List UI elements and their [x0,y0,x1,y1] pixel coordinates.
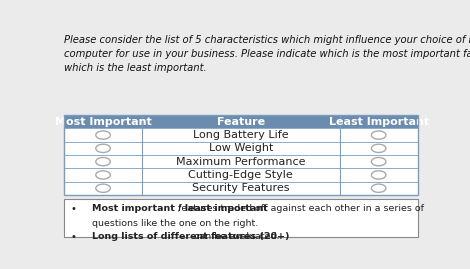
Text: Most important / least important: Most important / least important [92,204,267,213]
Text: Low Weight: Low Weight [209,143,273,153]
FancyBboxPatch shape [64,155,417,168]
Text: Long lists of different features (20+): Long lists of different features (20+) [92,232,289,241]
Text: features traded off against each other in a series of: features traded off against each other i… [175,204,424,213]
Text: Feature: Feature [217,117,265,127]
Text: can be evaluated.: can be evaluated. [191,232,280,241]
FancyBboxPatch shape [64,128,417,142]
Text: •: • [71,232,77,242]
Text: •: • [71,204,77,214]
Text: Cutting-Edge Style: Cutting-Edge Style [188,170,293,180]
Text: Maximum Performance: Maximum Performance [176,157,306,167]
Text: questions like the one on the right.: questions like the one on the right. [92,219,258,228]
Text: Please consider the list of 5 characteristics which might influence your choice : Please consider the list of 5 characteri… [64,36,470,73]
FancyBboxPatch shape [64,142,417,155]
Text: Most Important: Most Important [55,117,151,127]
FancyBboxPatch shape [64,199,417,237]
Text: Security Features: Security Features [192,183,290,193]
FancyBboxPatch shape [64,115,417,128]
Text: Long Battery Life: Long Battery Life [193,130,289,140]
Text: Least Important: Least Important [329,117,429,127]
FancyBboxPatch shape [64,168,417,182]
FancyBboxPatch shape [64,182,417,195]
